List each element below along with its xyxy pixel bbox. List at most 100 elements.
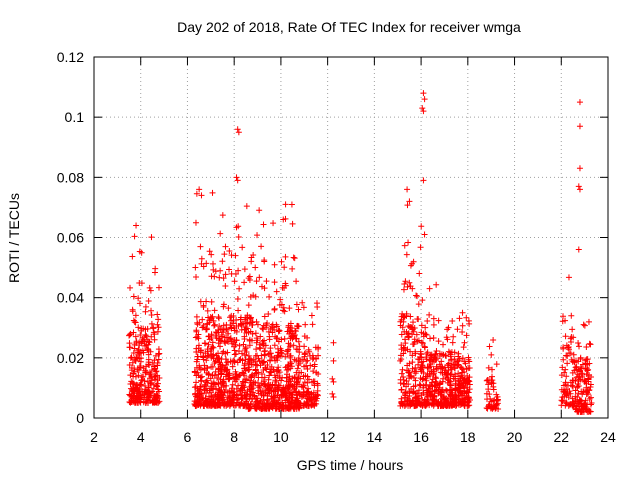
data-point	[312, 393, 319, 400]
data-point	[271, 261, 278, 268]
data-point	[192, 334, 199, 341]
data-point	[257, 382, 264, 389]
data-point	[235, 267, 242, 274]
data-point	[154, 311, 161, 318]
data-point	[290, 254, 297, 261]
data-point	[419, 363, 426, 370]
data-point	[235, 223, 242, 230]
data-point	[275, 384, 282, 391]
data-point	[207, 375, 214, 382]
data-point	[572, 387, 579, 394]
data-point	[400, 376, 407, 383]
data-point	[148, 333, 155, 340]
data-point	[407, 283, 414, 290]
data-point	[254, 232, 261, 239]
data-point	[256, 384, 263, 391]
data-point	[558, 402, 565, 409]
data-point	[289, 391, 296, 398]
data-point	[441, 364, 448, 371]
data-point	[329, 375, 336, 382]
data-point	[558, 372, 565, 379]
data-point	[227, 314, 234, 321]
data-point	[302, 321, 309, 328]
data-point	[225, 372, 232, 379]
data-point	[145, 298, 152, 305]
data-point	[132, 312, 139, 319]
data-point	[222, 282, 229, 289]
data-point	[407, 324, 414, 331]
data-point	[418, 401, 425, 408]
data-point	[451, 361, 458, 368]
data-point	[463, 390, 470, 397]
data-point	[265, 376, 272, 383]
data-point	[220, 301, 227, 308]
data-point	[287, 320, 294, 327]
x-tick-label: 18	[460, 429, 476, 445]
data-point	[235, 348, 242, 355]
data-point	[136, 248, 143, 255]
data-point	[253, 405, 260, 412]
data-point	[293, 335, 300, 342]
data-point	[148, 307, 155, 314]
data-point	[490, 386, 497, 393]
data-point	[151, 269, 158, 276]
data-point	[147, 371, 154, 378]
data-point	[411, 368, 418, 375]
data-point	[266, 333, 273, 340]
data-point	[144, 346, 151, 353]
data-point	[230, 338, 237, 345]
data-point	[129, 306, 136, 313]
data-point	[231, 358, 238, 365]
data-point	[463, 389, 470, 396]
data-point	[294, 365, 301, 372]
data-point	[304, 365, 311, 372]
data-point	[250, 292, 257, 299]
data-point	[587, 341, 594, 348]
data-point	[233, 174, 240, 181]
data-point	[148, 374, 155, 381]
data-point	[563, 373, 570, 380]
data-point	[226, 395, 233, 402]
data-point	[263, 400, 270, 407]
data-point	[281, 390, 288, 397]
data-point	[570, 334, 577, 341]
data-point	[273, 399, 280, 406]
data-point	[193, 190, 200, 197]
data-point	[466, 395, 473, 402]
data-point	[146, 361, 153, 368]
data-point	[415, 356, 422, 363]
data-point	[223, 334, 230, 341]
data-point	[289, 383, 296, 390]
data-point	[127, 344, 134, 351]
data-point	[456, 396, 463, 403]
data-point	[204, 321, 211, 328]
data-point	[410, 258, 417, 265]
data-point	[308, 390, 315, 397]
data-point	[227, 401, 234, 408]
data-point	[258, 243, 265, 250]
data-point	[432, 350, 439, 357]
data-point	[257, 399, 264, 406]
data-point	[585, 387, 592, 394]
data-point	[200, 354, 207, 361]
data-point	[148, 311, 155, 318]
data-point	[149, 359, 156, 366]
data-point	[315, 352, 322, 359]
data-point	[424, 349, 431, 356]
data-point	[397, 402, 404, 409]
data-point	[200, 263, 207, 270]
data-point	[426, 356, 433, 363]
data-point	[582, 401, 589, 408]
data-point	[490, 397, 497, 404]
data-point	[488, 351, 495, 358]
data-point	[220, 275, 227, 282]
data-point	[563, 352, 570, 359]
data-point	[264, 361, 271, 368]
data-point	[572, 393, 579, 400]
data-point	[279, 284, 286, 291]
data-point	[250, 361, 257, 368]
data-point	[193, 313, 200, 320]
data-point	[213, 334, 220, 341]
data-point	[459, 355, 466, 362]
data-point	[574, 383, 581, 390]
